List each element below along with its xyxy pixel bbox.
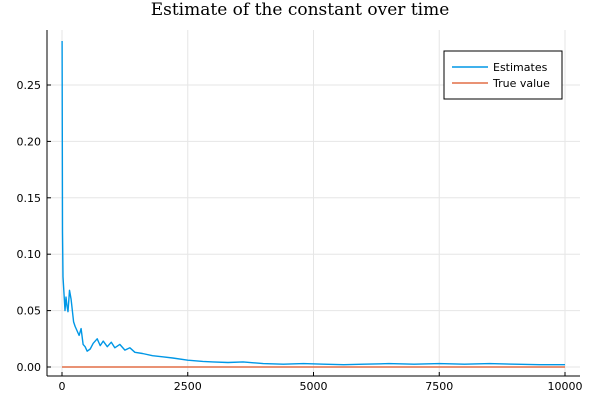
y-tick-label: 0.05 bbox=[17, 305, 42, 318]
x-tick-label: 0 bbox=[59, 380, 66, 393]
x-tick-label: 5000 bbox=[300, 380, 328, 393]
legend-label-true-value: True value bbox=[492, 77, 550, 90]
legend: Estimates True value bbox=[443, 50, 563, 100]
y-tick-label: 0.25 bbox=[17, 79, 42, 92]
y-tick-label: 0.15 bbox=[17, 192, 42, 205]
legend-box bbox=[443, 50, 563, 100]
x-tick-label: 7500 bbox=[425, 380, 453, 393]
legend-label-estimates: Estimates bbox=[493, 61, 548, 74]
y-tick-label: 0.20 bbox=[17, 135, 42, 148]
chart-title: Estimate of the constant over time bbox=[151, 0, 450, 20]
tick-layer: 0 2500 5000 7500 10000 0.00 0.05 0.10 0.15 0.20 0.… bbox=[17, 79, 583, 393]
series-layer bbox=[61, 40, 565, 368]
series-line-estimates bbox=[61, 40, 565, 366]
y-tick-label: 0.10 bbox=[17, 248, 42, 261]
y-tick-label: 0.00 bbox=[17, 361, 42, 374]
x-tick-label: 2500 bbox=[174, 380, 202, 393]
x-tick-label: 10000 bbox=[548, 380, 583, 393]
